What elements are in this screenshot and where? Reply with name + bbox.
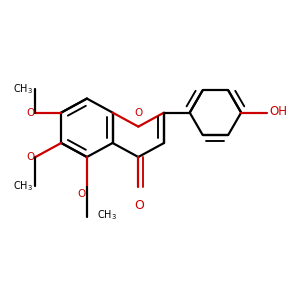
Text: O: O	[134, 109, 142, 118]
Text: CH$_3$: CH$_3$	[98, 208, 117, 222]
Text: O: O	[26, 152, 34, 162]
Text: O: O	[134, 199, 144, 212]
Text: CH$_3$: CH$_3$	[13, 179, 33, 193]
Text: O: O	[77, 189, 86, 199]
Text: OH: OH	[269, 105, 287, 118]
Text: O: O	[26, 108, 34, 118]
Text: CH$_3$: CH$_3$	[13, 82, 33, 96]
